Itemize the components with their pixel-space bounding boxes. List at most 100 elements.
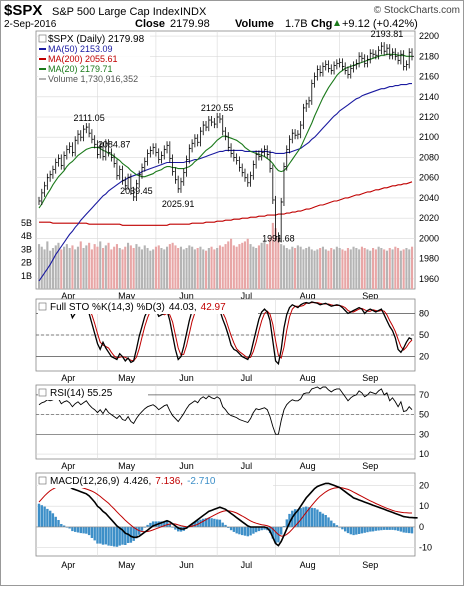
macd-xtick-3: Jul xyxy=(241,560,253,570)
volume-bar xyxy=(274,228,277,289)
macd-histogram-bar xyxy=(54,516,57,527)
macd-histogram-bar xyxy=(174,527,177,530)
volume-bar xyxy=(338,248,341,289)
volume-bar xyxy=(294,248,297,289)
volume-bar xyxy=(313,250,316,289)
sto-d-line xyxy=(38,302,413,362)
macd-histogram-bar xyxy=(235,527,238,534)
macd-histogram-bar xyxy=(85,527,88,534)
macd-ytick-2: 0 xyxy=(419,522,424,532)
volume-bar xyxy=(388,248,391,289)
volume-bar xyxy=(360,246,363,289)
volume-bar xyxy=(46,241,49,289)
macd-xtick-2: Jun xyxy=(179,560,194,570)
macd-histogram-bar xyxy=(118,527,121,546)
volume-bar xyxy=(140,249,143,289)
macd-histogram-bar xyxy=(366,527,369,533)
sto-ytick-0: 80 xyxy=(419,308,429,318)
volume-bar xyxy=(358,249,361,289)
volume-bar xyxy=(202,249,205,289)
volume-bar xyxy=(405,248,408,289)
volume-bar xyxy=(96,246,99,289)
rsi-ytick-1: 50 xyxy=(419,410,429,420)
volume-bar xyxy=(40,246,43,289)
volume-bar xyxy=(271,222,274,289)
price-legend-bg xyxy=(38,33,150,83)
price-ytick-6: 2080 xyxy=(419,152,439,162)
macd-legend-bg xyxy=(38,475,273,488)
volume-bar xyxy=(391,249,394,289)
sto-legend-bg xyxy=(38,301,258,314)
price-annotation-6: 2193.81 xyxy=(371,29,404,39)
volume-label: Volume xyxy=(235,18,274,30)
price-annotation-2: 2039.45 xyxy=(120,186,153,196)
macd-histogram-bar xyxy=(360,527,364,534)
macd-histogram-bar xyxy=(79,527,82,534)
macd-histogram-bar xyxy=(101,527,105,545)
macd-histogram-bar xyxy=(296,509,300,527)
volume-bar xyxy=(160,248,163,289)
volume-bar xyxy=(121,249,124,289)
volume-bar xyxy=(224,244,227,289)
date-label: 2-Sep-2016 xyxy=(4,19,57,30)
symbol-name: S&P 500 Large Cap Index xyxy=(52,6,180,18)
volume-bar xyxy=(207,248,210,289)
volume-bar xyxy=(397,248,400,289)
volume-bar xyxy=(394,246,397,289)
volume-bar xyxy=(79,241,82,289)
macd-histogram-bar xyxy=(321,513,325,527)
rsi-panel: 70 50 30 10 RSI(14) 55.25 Apr May Jun Jul Aug Sep xyxy=(35,384,429,471)
macd-histogram-bar xyxy=(271,527,274,539)
macd-histogram-bar xyxy=(43,506,46,527)
macd-histogram-bar xyxy=(149,522,152,527)
volume-bar xyxy=(93,244,96,289)
macd-histogram-bar xyxy=(224,524,227,527)
volume-bar xyxy=(154,246,157,289)
volume-bar xyxy=(385,250,388,289)
macd-histogram-bar xyxy=(391,527,394,530)
sto-legend-1: 44.03, xyxy=(169,302,197,313)
macd-histogram-bar xyxy=(177,527,180,532)
volume-bar xyxy=(38,244,41,289)
volume-bar xyxy=(146,248,149,289)
volume-bar xyxy=(115,244,118,289)
volume-bar xyxy=(157,245,160,289)
price-panel: 1960 1980 2000 2020 2040 2060 2080 2100 2120 2140… xyxy=(21,29,439,301)
volume-bar xyxy=(341,249,344,289)
macd-histogram-bar xyxy=(369,527,372,532)
sto-legend-2: 42.97 xyxy=(201,302,226,313)
macd-legend-1: 4.426, xyxy=(123,476,151,487)
volume-bar xyxy=(369,250,372,289)
volume-bar xyxy=(257,245,260,289)
volume-bar xyxy=(76,246,79,289)
macd-histogram-bar xyxy=(246,527,249,537)
volume-bar xyxy=(113,246,116,289)
volume-bar xyxy=(266,244,269,289)
volume-bar xyxy=(352,246,355,289)
volume-bar xyxy=(152,249,155,289)
macd-histogram-bar xyxy=(310,507,313,527)
watermark: © StockCharts.com xyxy=(374,5,460,16)
macd-legend-3: -2.710 xyxy=(187,476,216,487)
macd-histogram-bar xyxy=(285,519,288,527)
macd-histogram-bar xyxy=(371,527,375,532)
macd-histogram-bar xyxy=(299,508,302,527)
volume-bar xyxy=(104,245,107,289)
volume-bar xyxy=(321,246,324,289)
volume-bar xyxy=(235,246,238,289)
volume-bar xyxy=(232,245,235,289)
volume-bar xyxy=(255,248,258,289)
volume-bar xyxy=(308,246,311,289)
volume-bar xyxy=(366,249,369,289)
price-ytick-1: 1980 xyxy=(419,254,439,264)
price-ytick-5: 2060 xyxy=(419,173,439,183)
macd-histogram-bar xyxy=(254,527,258,533)
macd-histogram-bar xyxy=(338,527,341,528)
volume-bar xyxy=(88,242,91,290)
chg-label: Chg xyxy=(311,18,332,30)
rsi-xtick-3: Jul xyxy=(241,461,253,471)
volume-bar xyxy=(124,246,127,289)
macd-histogram-bar xyxy=(352,527,355,536)
macd-histogram-bar xyxy=(274,527,277,544)
